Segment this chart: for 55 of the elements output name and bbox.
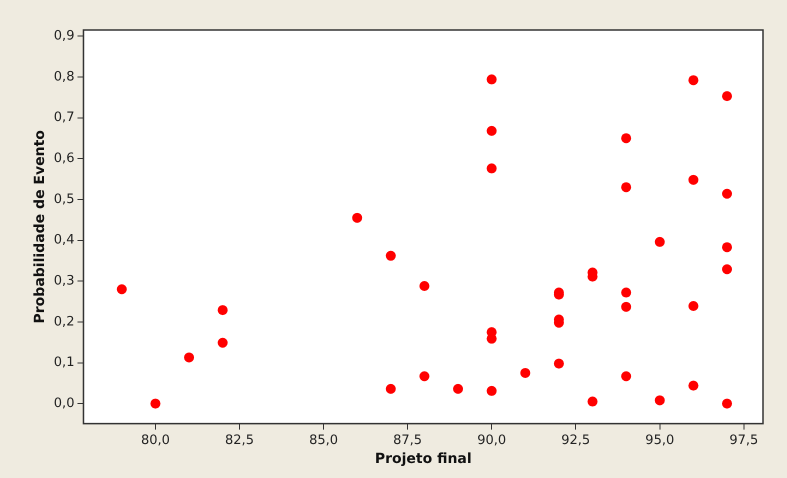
point bbox=[486, 126, 497, 136]
y-tick-label: 0,0 bbox=[54, 396, 74, 411]
y-tick-label: 0,2 bbox=[54, 314, 74, 330]
y-tick-label: 0,1 bbox=[54, 355, 74, 370]
point bbox=[486, 163, 497, 174]
y-tick-label: 0,6 bbox=[54, 150, 74, 166]
point bbox=[688, 380, 698, 391]
point bbox=[352, 212, 362, 223]
point bbox=[486, 386, 497, 396]
point bbox=[722, 264, 732, 274]
point bbox=[621, 288, 632, 298]
point bbox=[621, 371, 632, 382]
point bbox=[486, 74, 497, 84]
point bbox=[688, 75, 698, 86]
point bbox=[184, 352, 194, 362]
point bbox=[722, 242, 732, 252]
x-tick-label: 97,5 bbox=[729, 432, 758, 448]
x-tick-label: 95,0 bbox=[645, 432, 674, 448]
point bbox=[486, 334, 497, 344]
y-tick-label: 0,7 bbox=[54, 110, 74, 126]
point bbox=[688, 301, 698, 312]
point bbox=[419, 371, 430, 382]
point bbox=[621, 182, 632, 192]
y-tick-label: 0,8 bbox=[54, 69, 74, 84]
x-tick-label: 90,0 bbox=[477, 432, 506, 448]
point bbox=[588, 396, 598, 407]
x-axis-title: Projeto final bbox=[374, 451, 472, 468]
point bbox=[453, 384, 464, 394]
point bbox=[654, 236, 665, 247]
point bbox=[116, 284, 127, 294]
point bbox=[621, 302, 632, 312]
y-axis-title: Probabilidade de Evento bbox=[32, 130, 48, 324]
x-tick-label: 80,0 bbox=[140, 432, 170, 448]
y-tick-label: 0,3 bbox=[54, 273, 74, 288]
point bbox=[621, 133, 632, 144]
point bbox=[386, 384, 396, 394]
y-tick-label: 0,5 bbox=[54, 192, 74, 207]
point bbox=[654, 395, 665, 406]
y-tick-label: 0,4 bbox=[54, 232, 74, 248]
y-tick-label: 0,9 bbox=[54, 28, 74, 44]
x-tick-label: 85,0 bbox=[309, 432, 338, 448]
point bbox=[520, 368, 530, 378]
point bbox=[722, 398, 732, 409]
point bbox=[722, 91, 732, 102]
point bbox=[218, 305, 228, 316]
x-tick-label: 82,5 bbox=[225, 432, 254, 448]
point bbox=[218, 338, 228, 348]
x-tick-label: 87,5 bbox=[393, 432, 422, 448]
point bbox=[554, 358, 564, 369]
point bbox=[150, 398, 160, 409]
point bbox=[722, 188, 732, 199]
point bbox=[386, 250, 396, 261]
point bbox=[419, 281, 430, 292]
point bbox=[688, 174, 698, 185]
x-tick-label: 92,5 bbox=[561, 432, 590, 448]
